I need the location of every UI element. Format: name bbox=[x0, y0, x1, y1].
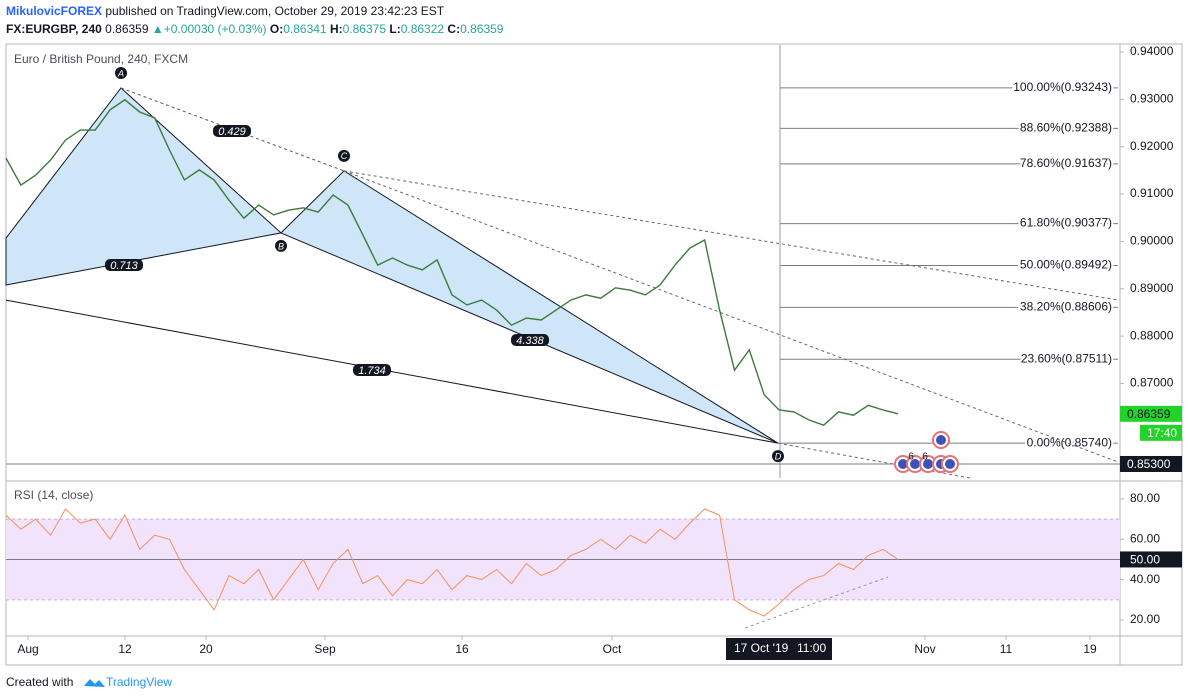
last: 0.86359 bbox=[105, 22, 149, 36]
symbol-line: FX:EURGBP, 240 0.86359 ▲+0.00030 (+0.03%… bbox=[6, 22, 504, 36]
y-tick-label: 0.91000 bbox=[1130, 186, 1174, 200]
event-flag bbox=[923, 459, 933, 469]
ohlc-value: 0.86359 bbox=[460, 22, 504, 36]
price-tag-bg bbox=[1120, 405, 1182, 422]
point-marker bbox=[115, 66, 127, 79]
trend-line bbox=[343, 170, 1119, 301]
y-tick-label: 80.00 bbox=[1130, 491, 1160, 505]
fib-label: 23.60%(0.87511) bbox=[1021, 351, 1112, 365]
crosshair-time-bg bbox=[726, 638, 832, 660]
fib-label: 88.60%(0.92388) bbox=[1020, 121, 1112, 135]
publisher: MikulovicFOREX bbox=[6, 4, 102, 18]
crosshair-date: 17 Oct '19 bbox=[734, 641, 789, 655]
y-tick-label: 0.89000 bbox=[1130, 281, 1174, 295]
ohlc-label: H: bbox=[330, 22, 343, 36]
fib-label: 50.00%(0.89492) bbox=[1020, 258, 1112, 272]
ratio-label: 4.338 bbox=[516, 335, 544, 347]
y-tick-label: 0.93000 bbox=[1130, 92, 1174, 106]
arrow: ▲ bbox=[152, 22, 164, 36]
fib-label: 100.00%(0.93243) bbox=[1013, 80, 1112, 94]
point-label: C bbox=[341, 151, 348, 161]
point-marker bbox=[275, 239, 287, 252]
event-count: 6 bbox=[908, 452, 914, 463]
footer-text: Created with bbox=[6, 675, 73, 689]
ratio-label: 1.734 bbox=[358, 365, 386, 377]
point-label: D bbox=[775, 452, 782, 462]
border bbox=[5, 43, 1183, 666]
pane-title: RSI (14, close) bbox=[14, 488, 93, 502]
countdown: 17:40 bbox=[1147, 426, 1177, 440]
event-flag bbox=[945, 459, 955, 469]
y-tick-label: 40.00 bbox=[1130, 572, 1160, 586]
ohlc-label: C: bbox=[447, 22, 460, 36]
pattern-ac bbox=[120, 87, 345, 172]
event-flag bbox=[898, 459, 908, 469]
series-line bbox=[5, 508, 899, 617]
y-tick-label: 0.88000 bbox=[1130, 328, 1174, 342]
ohlc-value: 0.86375 bbox=[343, 22, 387, 36]
ratio-bg bbox=[213, 125, 251, 137]
x-tick-label: 20 bbox=[199, 642, 213, 656]
point-label: B bbox=[278, 241, 284, 251]
rsi-trend bbox=[744, 576, 889, 629]
ratio-label: 0.713 bbox=[110, 260, 138, 272]
change: +0.00030 (+0.03%) bbox=[164, 22, 267, 36]
published: published on TradingView.com, October 29… bbox=[105, 4, 444, 18]
x-tick-label: Sep bbox=[314, 642, 336, 656]
fib-label: 38.20%(0.88606) bbox=[1020, 300, 1112, 314]
footer-brand: TradingView bbox=[106, 675, 172, 689]
ohlc-label: L: bbox=[389, 22, 400, 36]
symbol: FX:EURGBP, 240 bbox=[6, 22, 102, 36]
logo bbox=[84, 679, 105, 687]
fib-label: 0.00%(0.85740) bbox=[1027, 435, 1112, 449]
event-flag bbox=[936, 435, 946, 445]
pattern-xd bbox=[5, 299, 779, 444]
x-tick-label: 11 bbox=[1000, 642, 1013, 656]
x-tick-label: 16 bbox=[455, 642, 469, 656]
x-tick-label: Oct bbox=[603, 642, 622, 656]
price-tag: 0.85300 bbox=[1127, 457, 1171, 471]
x-tick-label: Aug bbox=[17, 642, 38, 656]
countdown-bg bbox=[1140, 424, 1182, 441]
y-tick-label: 0.92000 bbox=[1130, 139, 1174, 153]
rsi-tag: 50.00 bbox=[1130, 553, 1160, 567]
crosshair-hour: 11:00 bbox=[797, 641, 826, 655]
pane-title: Euro / British Pound, 240, FXCM bbox=[14, 52, 188, 66]
ohlc-value: 0.86322 bbox=[401, 22, 445, 36]
x-tick-label: 12 bbox=[118, 642, 132, 656]
ratio-label: 0.429 bbox=[218, 126, 246, 138]
ratio-bg bbox=[105, 259, 143, 271]
y-tick-label: 0.94000 bbox=[1130, 44, 1174, 58]
y-tick-label: 60.00 bbox=[1130, 531, 1160, 545]
price-tag: 0.86359 bbox=[1127, 407, 1171, 421]
y-tick-label: 0.87000 bbox=[1130, 376, 1174, 390]
x-tick-label: 19 bbox=[1083, 642, 1097, 656]
series-line bbox=[5, 98, 899, 426]
event-count: 6 bbox=[922, 452, 928, 463]
ohlc-label: O: bbox=[270, 22, 283, 36]
rsi-tag-bg bbox=[1120, 551, 1182, 568]
fib-label: 78.60%(0.91637) bbox=[1020, 156, 1112, 170]
header-line: MikulovicFOREX published on TradingView.… bbox=[6, 4, 445, 18]
ohlc-value: 0.86341 bbox=[283, 22, 327, 36]
x-tick-label: Nov bbox=[914, 642, 935, 656]
point-marker bbox=[772, 450, 784, 463]
event-flag bbox=[910, 459, 920, 469]
fib-label: 61.80%(0.90377) bbox=[1020, 216, 1112, 230]
price-tag-bg bbox=[1120, 455, 1182, 472]
ratio-bg bbox=[353, 364, 391, 376]
y-tick-label: 20.00 bbox=[1130, 612, 1160, 626]
y-tick-label: 0.90000 bbox=[1130, 234, 1174, 248]
point-label: A bbox=[117, 68, 124, 78]
point-marker bbox=[338, 149, 350, 162]
ratio-bg bbox=[511, 334, 549, 346]
